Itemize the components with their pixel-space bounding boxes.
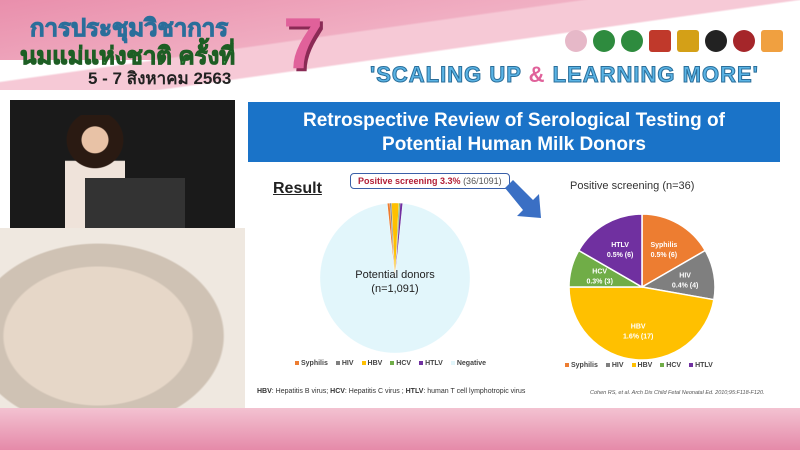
- slice-category-label: HTLV: [611, 242, 629, 249]
- legend-swatch: [631, 363, 636, 368]
- slice-value-label: 0.5% (6): [607, 252, 633, 259]
- abbreviation: HCV: [330, 388, 345, 395]
- logo-icon: [761, 30, 783, 52]
- sponsor-logos: [565, 30, 783, 52]
- legend-swatch: [565, 363, 569, 368]
- result-heading: Result: [273, 180, 322, 197]
- legend-item-hiv: HIV: [605, 362, 624, 369]
- conference-title-line1: การประชุมวิชาการ: [29, 15, 229, 43]
- pie-slice-syphilis: [641, 213, 707, 289]
- legend-item-hcv: HCV: [390, 360, 411, 367]
- legend-swatch: [660, 363, 665, 368]
- slogan-part: LEARNING MORE': [545, 62, 759, 88]
- legend-swatch: [689, 363, 694, 368]
- pie-center-label: Potential donors (n=1,091): [340, 268, 450, 296]
- slogan-part: 'SCALING UP: [370, 62, 529, 88]
- positive-pie-legend: Syphilis HIV HBV HCV HTLV: [565, 362, 713, 369]
- slide-title-line2: Potential Human Milk Donors: [382, 134, 646, 155]
- legend-item-htlv: HTLV: [689, 362, 713, 369]
- slogan-amp: &: [528, 62, 546, 87]
- abbreviation-footnote: HBV: Hepatitis B virus; HCV: Hepatitis C…: [257, 388, 526, 395]
- conference-dates: 5 - 7 สิงหาคม 2563: [88, 69, 232, 88]
- legend-item-syphilis: Syphilis: [565, 362, 598, 369]
- positive-pie-title: Positive screening (n=36): [570, 180, 695, 192]
- background-photo: [0, 228, 245, 408]
- positive-callout: Positive screening 3.3% (36/1091): [350, 173, 510, 189]
- conference-number: 7: [283, 4, 324, 84]
- donor-pie-legend: Syphilis HIV HBV HCV HTLV Negative: [295, 360, 486, 367]
- logo-icon: [733, 30, 755, 52]
- pie-center-label-1: Potential donors: [355, 269, 435, 281]
- legend-swatch: [361, 361, 366, 366]
- legend-item-hbv: HBV: [631, 362, 652, 369]
- legend-swatch: [390, 361, 395, 366]
- arrow-icon: [505, 180, 541, 218]
- logo-icon: [565, 30, 587, 52]
- legend-swatch: [605, 363, 610, 368]
- slice-value-label: 0.3% (3): [586, 279, 612, 286]
- logo-icon: [677, 30, 699, 52]
- footer-band: [0, 408, 800, 450]
- slice-category-label: Syphilis: [650, 242, 677, 249]
- slice-category-label: HCV: [592, 269, 607, 276]
- logo-icon: [593, 30, 615, 52]
- logo-icon: [649, 30, 671, 52]
- callout-count: (36/1091): [463, 176, 502, 186]
- abbreviation: HBV: [257, 388, 272, 395]
- slice-value-label: 0.5% (6): [651, 252, 677, 259]
- presentation-slide: Retrospective Review of Serological Test…: [245, 100, 795, 405]
- legend-swatch: [419, 361, 424, 366]
- pie-slice-negative: [319, 203, 471, 354]
- podium: [85, 178, 185, 228]
- slogan: 'SCALING UP & LEARNING MORE': [370, 62, 759, 88]
- legend-item-hcv: HCV: [660, 362, 681, 369]
- legend-swatch: [450, 361, 455, 366]
- legend-item-hiv: HIV: [335, 360, 354, 367]
- slice-category-label: HBV: [631, 324, 646, 331]
- abbreviation: HTLV: [405, 388, 424, 395]
- logo-icon: [621, 30, 643, 52]
- legend-item-hbv: HBV: [361, 360, 382, 367]
- legend-swatch: [335, 361, 340, 366]
- pie-center-label-2: (n=1,091): [371, 283, 419, 295]
- slice-value-label: 0.4% (4): [672, 282, 698, 289]
- legend-item-negative: Negative: [450, 360, 486, 367]
- citation: Cohen RS, et al. Arch Dis Child Fetal Ne…: [590, 390, 765, 396]
- slide-title: Retrospective Review of Serological Test…: [248, 102, 780, 162]
- legend-item-htlv: HTLV: [419, 360, 443, 367]
- pie-slice-htlv: [577, 213, 643, 289]
- conference-title-line2: นมแม่แห่งชาติ ครั้งที่: [19, 43, 236, 71]
- slice-category-label: HIV: [679, 272, 691, 279]
- speaker-video: [10, 100, 235, 228]
- slice-value-label: 1.6% (17): [623, 334, 653, 341]
- legend-item-syphilis: Syphilis: [295, 360, 328, 367]
- callout-percentage: Positive screening 3.3%: [358, 176, 461, 186]
- slide-title-line1: Retrospective Review of Serological Test…: [303, 110, 725, 131]
- legend-swatch: [295, 361, 299, 366]
- logo-icon: [705, 30, 727, 52]
- donor-pie-chart: Syphilis 0.5% (6) HIV 0.4% (4) HBV 1.6% (17) H…: [319, 202, 716, 361]
- pie-slice-hbv: [568, 286, 715, 361]
